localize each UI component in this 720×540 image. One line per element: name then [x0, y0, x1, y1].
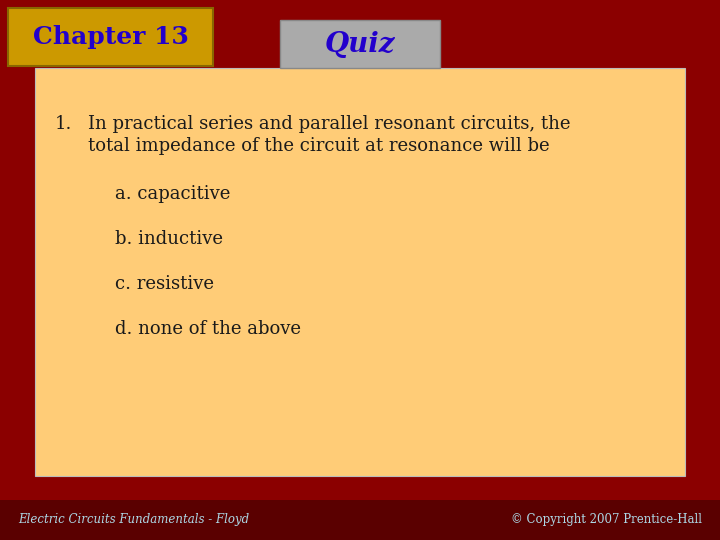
Text: d. none of the above: d. none of the above	[115, 320, 301, 338]
Text: Quiz: Quiz	[325, 30, 395, 57]
Bar	[35, 68, 685, 476]
Text: Chapter 13: Chapter 13	[32, 25, 189, 49]
Text: c. resistive: c. resistive	[115, 275, 214, 293]
Bar	[280, 20, 440, 68]
Text: 1.: 1.	[55, 115, 73, 133]
Text: total impedance of the circuit at resonance will be: total impedance of the circuit at resona…	[88, 137, 549, 155]
Text: Electric Circuits Fundamentals - Floyd: Electric Circuits Fundamentals - Floyd	[18, 514, 249, 526]
Bar	[0, 500, 720, 540]
Text: a. capacitive: a. capacitive	[115, 185, 230, 203]
Text: © Copyright 2007 Prentice-Hall: © Copyright 2007 Prentice-Hall	[511, 514, 702, 526]
Text: In practical series and parallel resonant circuits, the: In practical series and parallel resonan…	[88, 115, 570, 133]
Text: b. inductive: b. inductive	[115, 230, 223, 248]
Bar	[8, 8, 213, 66]
